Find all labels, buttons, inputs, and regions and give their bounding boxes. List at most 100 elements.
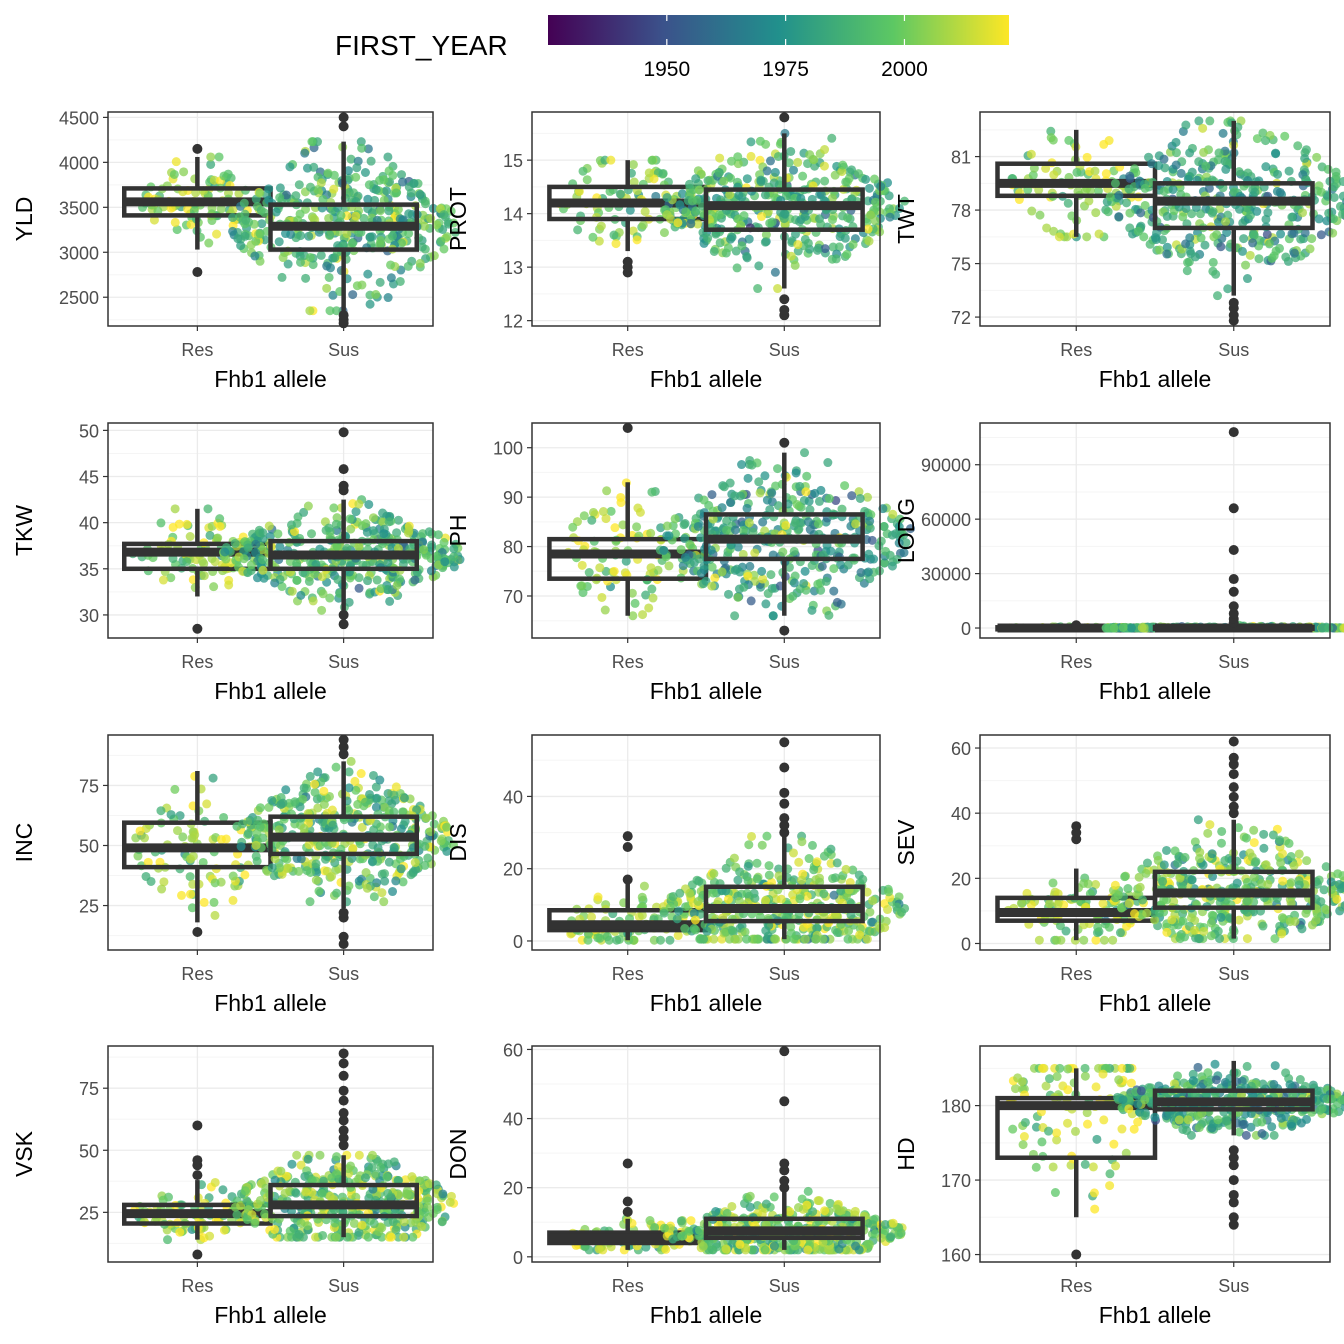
data-point [361,850,371,860]
x-tick-label: Sus [328,964,359,984]
data-point [601,900,611,910]
data-point [763,537,773,547]
data-point [1079,878,1089,888]
data-point [1172,623,1182,633]
data-point [319,817,329,827]
y-tick-label: 72 [951,308,971,328]
data-point [377,888,387,898]
data-point [678,566,688,576]
data-point [1249,838,1259,848]
data-point [1212,883,1222,893]
data-point [399,807,409,817]
data-point [611,535,621,545]
data-point [325,231,335,241]
data-point [1157,888,1167,898]
data-point [742,520,752,530]
series-res [995,126,1158,242]
data-point [410,549,420,559]
data-point [623,546,633,556]
data-point [399,861,409,871]
data-point [407,1172,417,1182]
data-point [813,579,823,589]
data-point [1245,210,1255,220]
outlier-point [338,427,349,438]
data-point [1155,623,1165,633]
data-point [1247,233,1257,243]
data-point [653,914,663,924]
data-point [380,876,390,886]
data-point [347,1200,357,1210]
data-point [342,552,352,562]
data-point [1178,870,1188,880]
x-tick-label: Res [612,652,644,672]
data-point [1053,622,1063,632]
data-point [260,235,270,245]
series-sus [232,734,459,949]
data-point [747,934,757,944]
data-point [246,1180,256,1190]
data-point [308,306,318,316]
data-point [647,487,657,497]
data-point [1104,623,1114,633]
data-point [349,246,359,256]
data-point [1177,244,1187,254]
data-point [1209,157,1219,167]
data-point [816,189,826,199]
data-point [196,1205,206,1215]
data-point [777,601,787,611]
data-point [697,878,707,888]
data-point [414,233,424,243]
data-point [693,897,703,907]
data-point [1251,177,1261,187]
data-point [1092,915,1102,925]
data-point [1279,622,1289,632]
data-point [723,189,733,199]
data-point [696,568,706,578]
data-point [834,547,844,557]
data-point [389,563,399,573]
data-point [1179,623,1189,633]
data-point [295,802,305,812]
data-point [279,812,289,822]
data-point [336,249,346,259]
data-point [1008,174,1018,184]
data-point [800,886,810,896]
data-point [1250,623,1260,633]
data-point [185,531,195,541]
data-point [1237,193,1247,203]
data-point [1253,623,1263,633]
data-point [646,563,656,573]
data-point [753,284,763,294]
data-point [1178,126,1188,136]
data-point [1278,623,1288,633]
data-point [1227,931,1237,941]
data-point [1301,908,1311,918]
data-point [714,167,724,177]
data-point [875,186,885,196]
data-point [891,529,901,539]
data-point [1210,929,1220,939]
data-point [281,785,291,795]
data-point [178,556,188,566]
data-point [719,176,729,186]
data-point [651,191,661,201]
data-point [1091,174,1101,184]
data-point [236,539,246,549]
data-point [348,290,358,300]
data-point [133,851,143,861]
data-point [1326,885,1336,895]
data-point [1214,148,1224,158]
data-point [376,240,386,250]
data-point [1059,623,1069,633]
data-point [371,185,381,195]
data-point [1218,865,1228,875]
data-point [592,573,602,583]
data-point [345,562,355,572]
data-point [593,895,603,905]
data-point [1111,623,1121,633]
data-point [284,537,294,547]
series-res [122,143,273,278]
data-point [1335,884,1344,894]
data-point [286,809,296,819]
